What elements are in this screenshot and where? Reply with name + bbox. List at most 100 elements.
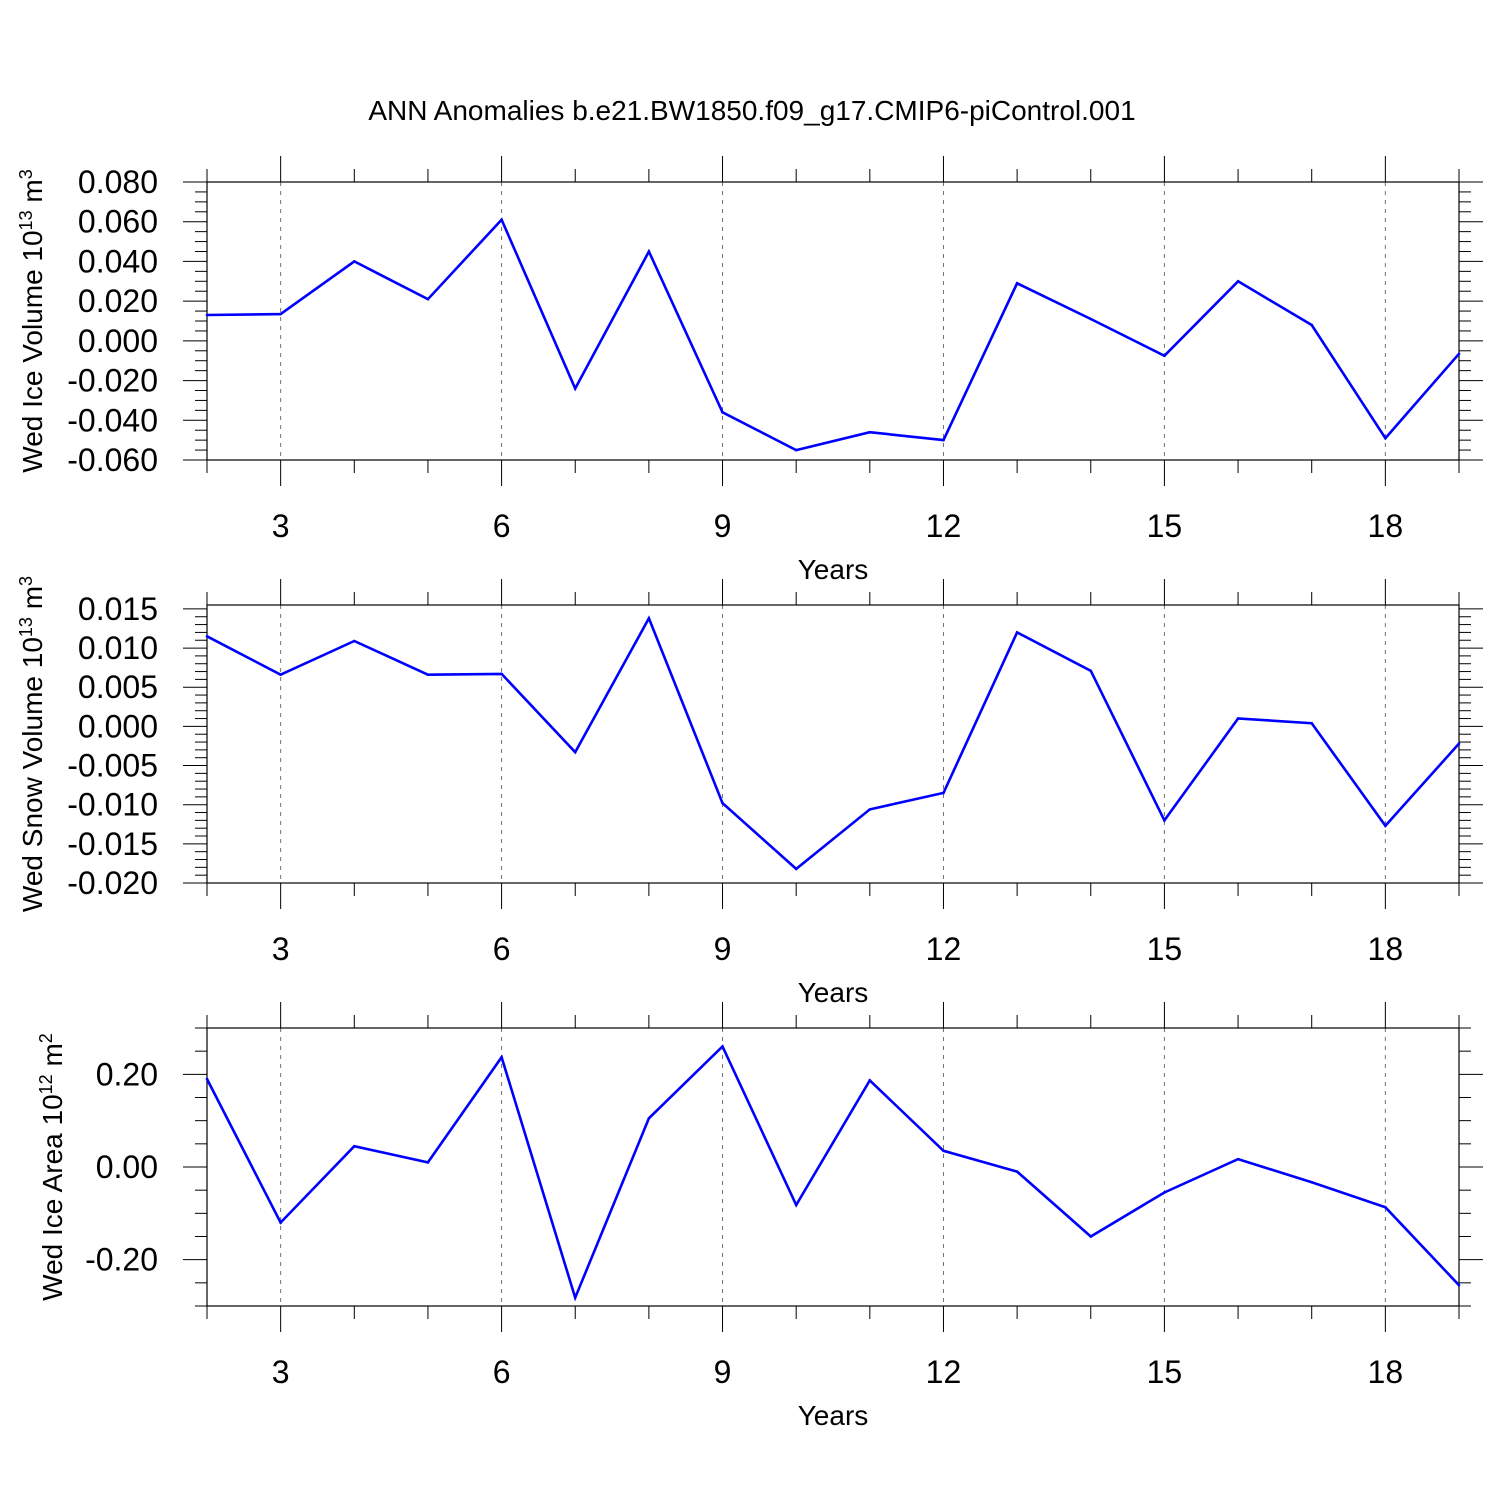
- series-line: [205, 1044, 1460, 1302]
- data-point: [426, 1161, 430, 1164]
- data-point: [1163, 354, 1166, 358]
- x-tick-label: 9: [714, 508, 732, 544]
- y-tick-label: 0.000: [78, 708, 158, 744]
- data-point: [1457, 352, 1461, 356]
- data-point: [1015, 281, 1019, 285]
- data-point: [573, 387, 577, 390]
- data-point: [1236, 717, 1240, 720]
- data-point: [647, 250, 651, 253]
- x-tick-label: 3: [272, 931, 290, 967]
- chart-title: ANN Anomalies b.e21.BW1850.f09_g17.CMIP6…: [368, 95, 1135, 126]
- y-tick-label: 0.010: [78, 630, 158, 666]
- data-point: [1089, 317, 1093, 321]
- x-tick-label: 12: [926, 1354, 962, 1390]
- x-axis-label: Years: [798, 554, 869, 585]
- x-tick-label: 18: [1368, 508, 1404, 544]
- y-tick-label: 0.000: [78, 323, 158, 359]
- data-point: [1457, 1283, 1461, 1287]
- data-point: [1310, 721, 1314, 725]
- y-tick-label: -0.005: [67, 748, 158, 784]
- plot-frame: [206, 604, 1460, 884]
- plot-frame: [206, 1027, 1460, 1307]
- data-point: [1310, 1180, 1314, 1184]
- y-tick-label: 0.060: [78, 204, 158, 240]
- data-point: [1163, 1191, 1166, 1194]
- data-point: [205, 635, 209, 638]
- data-point: [647, 617, 651, 620]
- data-point: [647, 1117, 651, 1120]
- data-point: [1384, 436, 1387, 440]
- data-point: [500, 1055, 503, 1059]
- y-tick-label: 0.040: [78, 243, 158, 279]
- data-point: [1457, 742, 1461, 745]
- data-point: [1015, 1170, 1019, 1173]
- y-tick-label: 0.020: [78, 283, 158, 319]
- y-axis-label: Wed Ice Volume 1013 m3: [16, 169, 48, 472]
- y-tick-label: -0.020: [67, 363, 158, 399]
- data-point: [1384, 824, 1387, 828]
- x-tick-label: 15: [1147, 931, 1183, 967]
- data-point: [1384, 1206, 1387, 1209]
- data-point: [1236, 1157, 1240, 1161]
- data-point: [279, 312, 282, 316]
- data-point: [1310, 323, 1314, 327]
- data-point: [573, 750, 577, 754]
- data-point: [352, 639, 356, 643]
- y-tick-label: -0.040: [67, 402, 158, 438]
- y-tick-label: -0.20: [85, 1242, 158, 1278]
- y-tick-label: -0.015: [67, 826, 158, 862]
- x-tick-label: 3: [272, 508, 290, 544]
- x-tick-label: 12: [926, 508, 962, 544]
- y-tick-label: 0.015: [78, 591, 158, 627]
- x-tick-label: 3: [272, 1354, 290, 1390]
- y-tick-label: -0.010: [67, 787, 158, 823]
- y-tick-label: 0.20: [96, 1056, 158, 1092]
- data-point: [1015, 631, 1019, 634]
- series-line: [206, 615, 1460, 871]
- y-tick-label: -0.060: [67, 442, 158, 478]
- data-point: [1163, 819, 1166, 822]
- data-point: [205, 313, 209, 317]
- data-point: [205, 1077, 209, 1081]
- data-point: [868, 430, 872, 434]
- x-tick-label: 9: [714, 931, 732, 967]
- y-tick-label: 0.005: [78, 669, 158, 705]
- x-axis-label: Years: [798, 977, 869, 1008]
- x-tick-label: 18: [1368, 1354, 1404, 1390]
- data-point: [1089, 1235, 1093, 1238]
- y-tick-label: -0.020: [67, 865, 158, 901]
- y-axis-label: Wed Ice Area 1012 m2: [36, 1033, 68, 1301]
- data-point: [352, 260, 356, 263]
- data-point: [1236, 279, 1240, 283]
- data-point: [794, 1203, 798, 1207]
- x-tick-label: 12: [926, 931, 962, 967]
- data-point: [794, 448, 798, 452]
- y-tick-label: 0.00: [96, 1149, 158, 1185]
- x-tick-label: 18: [1368, 931, 1404, 967]
- panel-3: -0.20 0.00 0.20 3 6 9 12 15 18 Years Wed Ice Area …: [36, 1002, 1483, 1431]
- data-point: [426, 297, 430, 301]
- x-axis-label: Years: [798, 1400, 869, 1431]
- x-tick-label: 6: [493, 931, 511, 967]
- data-point: [352, 1144, 356, 1148]
- data-point: [868, 1079, 872, 1082]
- data-point: [868, 808, 872, 811]
- plot-frame: [206, 181, 1460, 461]
- series-line: [206, 217, 1460, 452]
- data-point: [426, 673, 430, 676]
- data-point: [500, 218, 503, 222]
- data-point: [942, 791, 945, 795]
- data-point: [279, 1221, 282, 1224]
- data-point: [942, 1149, 945, 1153]
- y-tick-label: 0.080: [78, 164, 158, 200]
- x-tick-label: 6: [493, 1354, 511, 1390]
- y-axis-label: Wed Snow Volume 1013 m3: [16, 576, 48, 912]
- data-point: [721, 411, 724, 414]
- x-tick-label: 15: [1147, 1354, 1183, 1390]
- data-point: [721, 801, 724, 805]
- data-point: [279, 673, 282, 676]
- data-point: [794, 867, 798, 871]
- panel-2: -0.020-0.015-0.010-0.005 0.0000.0050.0100…: [16, 576, 1483, 1008]
